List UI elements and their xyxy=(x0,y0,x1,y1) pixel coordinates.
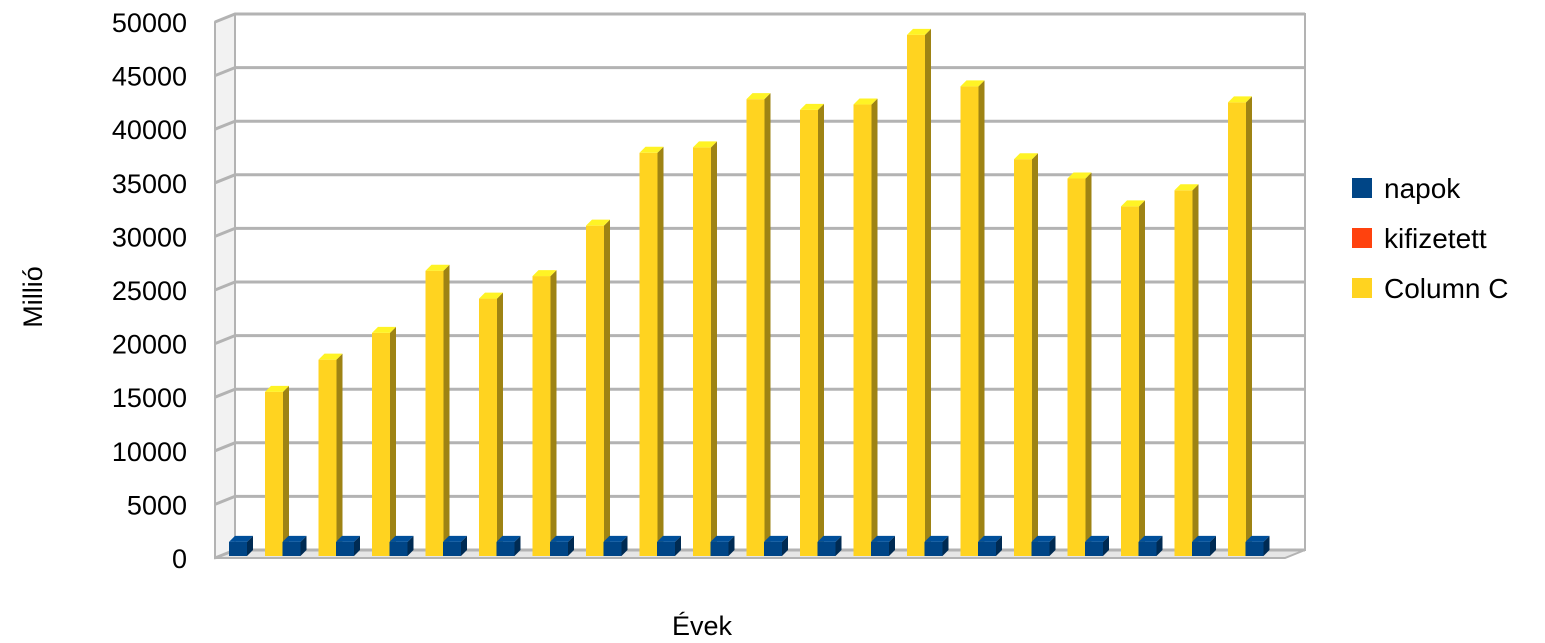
bar-napok xyxy=(603,535,628,556)
bar-napok xyxy=(710,535,735,556)
bar-column-c xyxy=(318,353,343,556)
bar-napok xyxy=(282,535,307,556)
bar-napok xyxy=(389,535,414,556)
gridline xyxy=(214,12,1305,24)
gridline xyxy=(214,494,1305,506)
bar-napok xyxy=(657,535,681,556)
y-tick-label: 40000 xyxy=(112,115,187,145)
gridline xyxy=(214,66,1305,77)
gridline xyxy=(214,387,1305,399)
bar-napok xyxy=(924,535,949,556)
bar-napok xyxy=(817,535,842,556)
legend-swatch xyxy=(1352,228,1372,248)
bar-column-c xyxy=(639,146,664,556)
legend-item: kifizetett xyxy=(1352,223,1487,254)
bar-column-c xyxy=(853,98,878,556)
gridline xyxy=(214,173,1305,185)
bar-column-c xyxy=(425,264,450,556)
bar-napok xyxy=(871,535,895,556)
gridline xyxy=(214,334,1305,345)
bar-napok xyxy=(1138,535,1163,556)
legend-item: Column C xyxy=(1352,273,1508,304)
gridline xyxy=(214,226,1305,238)
y-tick-label: 25000 xyxy=(112,276,187,306)
bar-napok xyxy=(1031,535,1056,556)
legend-label: Column C xyxy=(1384,273,1508,304)
y-axis-title: Millió xyxy=(18,266,48,328)
bar-column-c xyxy=(960,80,985,556)
bar-column-c xyxy=(800,103,824,557)
bar-column-c xyxy=(907,28,931,556)
bar-column-c xyxy=(1014,153,1038,556)
bar-napok xyxy=(1245,535,1270,556)
bar-napok xyxy=(443,535,467,556)
y-axis-ticks: 0 5000 10000 15000 20000 25000 30000 35000 40000… xyxy=(112,8,187,574)
y-tick-label: 35000 xyxy=(112,169,187,199)
bar-napok xyxy=(550,535,574,556)
bar-napok xyxy=(496,535,521,556)
y-tick-label: 30000 xyxy=(112,222,187,252)
legend-label: napok xyxy=(1384,173,1461,204)
bars xyxy=(229,28,1270,557)
bar-column-c xyxy=(586,219,610,556)
bar-column-c xyxy=(1174,184,1199,556)
bar-column-c xyxy=(1067,172,1092,556)
y-tick-label: 20000 xyxy=(112,330,187,360)
bar-napok xyxy=(229,535,253,556)
bar-column-c xyxy=(372,326,396,556)
gridline xyxy=(214,119,1305,131)
bar-column-c xyxy=(1121,200,1145,556)
y-tick-label: 50000 xyxy=(112,8,187,38)
y-tick-label: 5000 xyxy=(127,490,187,520)
bar-column-c xyxy=(1228,96,1252,557)
y-tick-label: 0 xyxy=(172,544,187,574)
legend-item: napok xyxy=(1352,173,1461,204)
y-tick-label: 10000 xyxy=(112,437,187,467)
bar-napok xyxy=(764,535,788,556)
bar-column-c xyxy=(479,292,503,556)
bar-column-c xyxy=(693,141,717,556)
bar-column-c xyxy=(746,93,771,557)
legend: napok kifizetett Column C xyxy=(1352,173,1508,304)
bar-napok xyxy=(978,535,1002,556)
bar-napok xyxy=(1192,535,1216,556)
x-axis-title: Évek xyxy=(672,611,733,641)
y-tick-label: 15000 xyxy=(112,383,187,413)
gridline xyxy=(214,441,1305,453)
legend-label: kifizetett xyxy=(1384,223,1487,254)
bar-napok xyxy=(1085,535,1109,556)
legend-swatch xyxy=(1352,278,1372,298)
gridline xyxy=(214,280,1305,292)
bar-column-c xyxy=(265,385,289,556)
bar-napok xyxy=(336,535,360,556)
bar-column-c xyxy=(532,270,557,556)
legend-swatch xyxy=(1352,178,1372,198)
y-tick-label: 45000 xyxy=(112,62,187,92)
